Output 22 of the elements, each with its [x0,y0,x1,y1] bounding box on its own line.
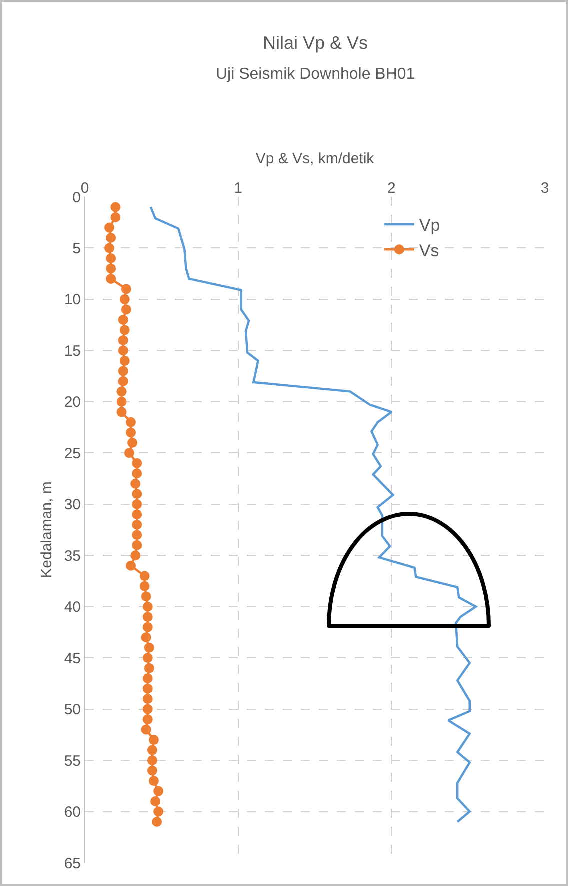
y-tick-label: 20 [64,394,81,412]
y-tick-label: 15 [64,342,81,360]
y-tick-label: 5 [72,240,81,258]
y-tick-label: 40 [64,599,81,616]
x-axis-title: Vp & Vs, km/detik [256,150,375,168]
y-tick-label: 25 [64,445,81,462]
y-tick-label: 30 [64,496,81,514]
y-tick-label: 10 [64,292,81,309]
x-tick-label: 3 [540,180,550,197]
y-tick-label: 60 [64,804,81,822]
y-tick-label: 50 [64,702,81,719]
y-tick-label: 55 [64,752,81,770]
y-tick-label: 65 [64,855,81,872]
x-tick-label: 2 [388,180,396,197]
chart-subtitle: Uji Seismik Downhole BH01 [216,66,416,83]
y-axis-title: Kedalaman, m [38,482,56,578]
chart-title: Nilai Vp & Vs [263,33,368,53]
y-tick-label: 35 [64,548,81,565]
x-tick-label: 1 [234,180,242,197]
legend-label: Vs [419,241,440,260]
y-tick-label: 45 [64,650,81,668]
legend-label: Vp [419,216,440,236]
